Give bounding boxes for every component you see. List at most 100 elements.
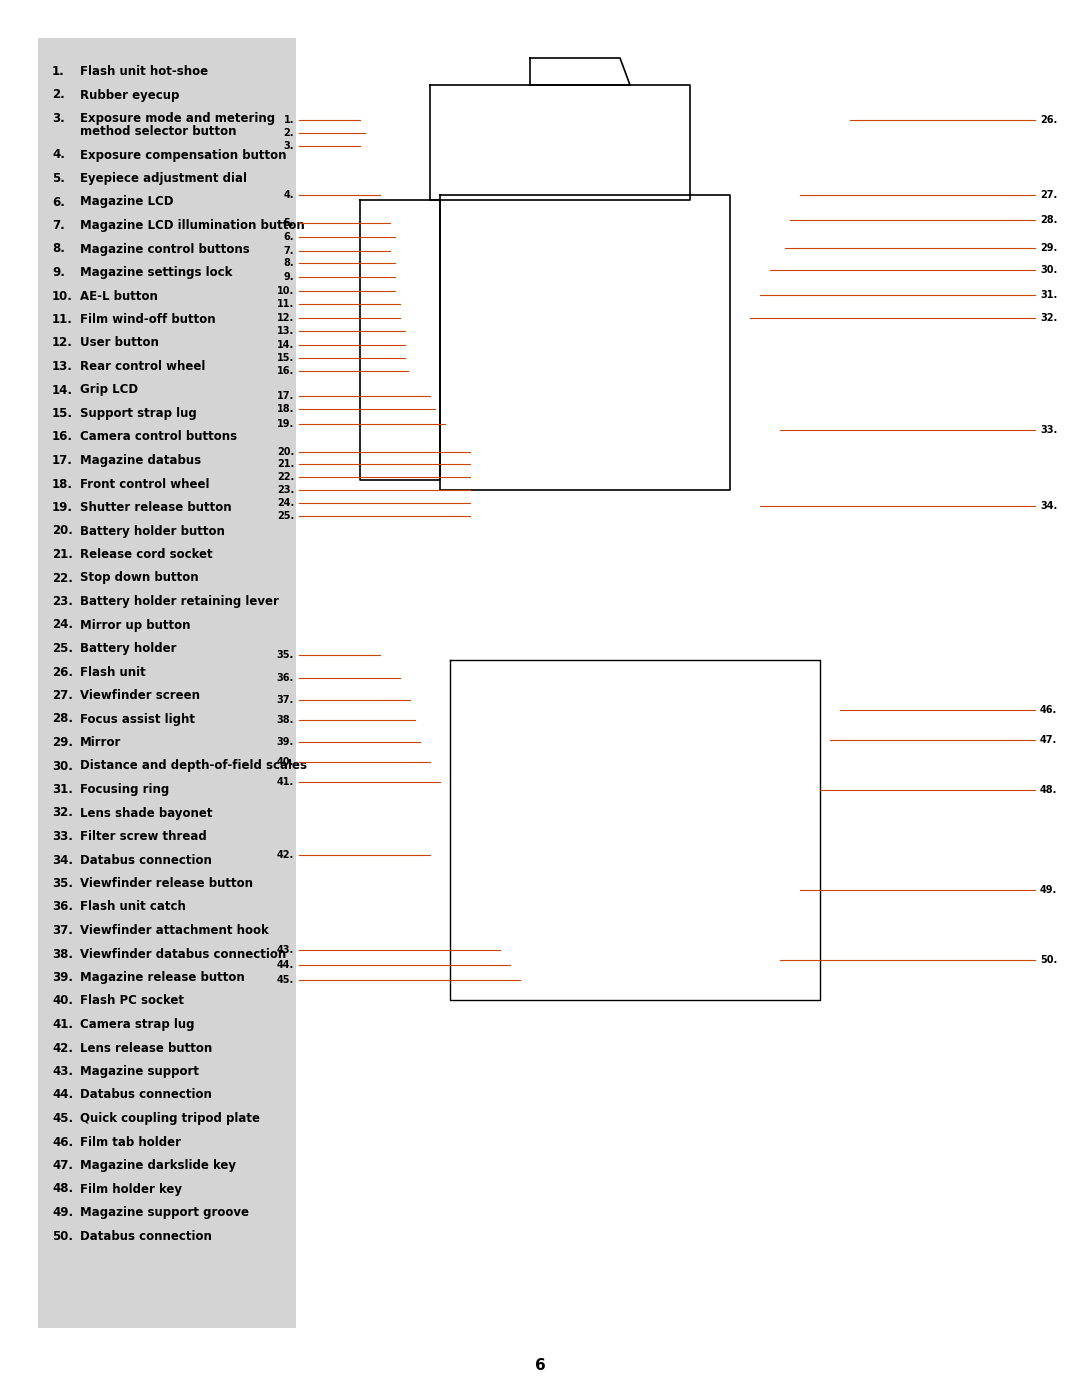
Text: Film wind-off button: Film wind-off button <box>80 313 216 326</box>
Text: 12.: 12. <box>52 337 72 350</box>
Text: Magazine support: Magazine support <box>80 1066 199 1078</box>
Text: Distance and depth-of-field scales: Distance and depth-of-field scales <box>80 759 307 773</box>
Text: Exposure mode and metering: Exposure mode and metering <box>80 111 275 125</box>
Text: 3.: 3. <box>283 141 294 150</box>
Text: 9.: 9. <box>283 272 294 281</box>
Text: Lens release button: Lens release button <box>80 1042 213 1055</box>
Text: Lens shade bayonet: Lens shade bayonet <box>80 807 213 819</box>
Text: 45.: 45. <box>276 975 294 985</box>
Text: User button: User button <box>80 337 159 350</box>
Text: Magazine support groove: Magazine support groove <box>80 1206 249 1219</box>
Text: 46.: 46. <box>52 1135 73 1148</box>
Text: 35.: 35. <box>276 651 294 660</box>
Text: 15.: 15. <box>52 407 73 421</box>
Text: 37.: 37. <box>276 695 294 705</box>
Text: Magazine LCD illumination button: Magazine LCD illumination button <box>80 219 305 233</box>
Text: Magazine darkslide key: Magazine darkslide key <box>80 1159 237 1172</box>
Text: 30.: 30. <box>52 759 72 773</box>
Text: Flash unit hot-shoe: Flash unit hot-shoe <box>80 65 208 78</box>
Text: Magazine control buttons: Magazine control buttons <box>80 242 249 255</box>
Text: 19.: 19. <box>276 419 294 429</box>
Text: 3.: 3. <box>52 111 65 125</box>
Text: 5.: 5. <box>52 171 65 185</box>
Text: 25.: 25. <box>276 511 294 521</box>
Text: 42.: 42. <box>52 1042 73 1055</box>
Text: 11.: 11. <box>52 313 72 326</box>
Text: Camera strap lug: Camera strap lug <box>80 1018 194 1031</box>
Text: 39.: 39. <box>52 971 73 983</box>
Text: Eyepiece adjustment dial: Eyepiece adjustment dial <box>80 171 247 185</box>
Text: 20.: 20. <box>52 525 72 538</box>
Text: 8.: 8. <box>283 258 294 267</box>
Text: Mirror up button: Mirror up button <box>80 618 190 631</box>
Text: 19.: 19. <box>52 501 73 514</box>
Text: Release cord socket: Release cord socket <box>80 547 213 561</box>
Text: Filter screw thread: Filter screw thread <box>80 830 206 843</box>
Text: 14.: 14. <box>52 383 73 397</box>
Text: 28.: 28. <box>52 712 73 726</box>
Text: Film holder key: Film holder key <box>80 1183 183 1195</box>
Text: 28.: 28. <box>1040 215 1057 226</box>
Text: 4.: 4. <box>52 149 65 162</box>
Text: 32.: 32. <box>52 807 72 819</box>
Text: Battery holder button: Battery holder button <box>80 525 225 538</box>
Text: 27.: 27. <box>1040 189 1057 201</box>
Text: 10.: 10. <box>276 286 294 295</box>
Text: 43.: 43. <box>52 1066 73 1078</box>
Text: 32.: 32. <box>1040 313 1057 323</box>
Text: 49.: 49. <box>52 1206 73 1219</box>
Text: 38.: 38. <box>276 715 294 724</box>
Text: 18.: 18. <box>276 404 294 414</box>
Text: 20.: 20. <box>276 447 294 457</box>
Text: 2.: 2. <box>283 128 294 138</box>
Text: Quick coupling tripod plate: Quick coupling tripod plate <box>80 1112 260 1126</box>
Text: 33.: 33. <box>1040 425 1057 435</box>
Text: 1.: 1. <box>283 116 294 125</box>
Text: 2.: 2. <box>52 89 65 102</box>
Text: 8.: 8. <box>52 242 65 255</box>
Text: 6: 6 <box>535 1358 545 1372</box>
Text: 49.: 49. <box>1040 885 1057 894</box>
Text: 29.: 29. <box>52 736 73 749</box>
Text: Front control wheel: Front control wheel <box>80 478 210 490</box>
Text: Rubber eyecup: Rubber eyecup <box>80 89 179 102</box>
Text: 48.: 48. <box>52 1183 73 1195</box>
Text: 15.: 15. <box>276 352 294 364</box>
Text: Flash unit: Flash unit <box>80 666 146 678</box>
Text: Battery holder: Battery holder <box>80 642 176 655</box>
Text: 44.: 44. <box>276 960 294 970</box>
Text: 6.: 6. <box>52 195 65 209</box>
Text: AE-L button: AE-L button <box>80 290 158 302</box>
Text: 50.: 50. <box>1040 956 1057 965</box>
Text: Databus connection: Databus connection <box>80 1088 212 1102</box>
Text: 47.: 47. <box>1040 736 1057 745</box>
Text: 48.: 48. <box>1040 786 1057 795</box>
Text: Magazine release button: Magazine release button <box>80 971 245 983</box>
Text: Flash PC socket: Flash PC socket <box>80 995 184 1007</box>
Text: Exposure compensation button: Exposure compensation button <box>80 149 286 162</box>
Text: 7.: 7. <box>283 247 294 256</box>
Text: 16.: 16. <box>52 430 73 443</box>
Text: Rear control wheel: Rear control wheel <box>80 359 205 373</box>
Text: 1.: 1. <box>52 65 65 78</box>
Text: 34.: 34. <box>1040 501 1057 511</box>
Text: 13.: 13. <box>52 359 72 373</box>
Text: Mirror: Mirror <box>80 736 121 749</box>
Text: 22.: 22. <box>276 472 294 482</box>
Text: 40.: 40. <box>276 756 294 768</box>
Text: 24.: 24. <box>52 618 73 631</box>
Text: 41.: 41. <box>276 777 294 787</box>
Text: 22.: 22. <box>52 571 72 585</box>
Text: 24.: 24. <box>276 499 294 508</box>
Text: 18.: 18. <box>52 478 73 490</box>
Text: 27.: 27. <box>52 690 72 702</box>
Text: Viewfinder release button: Viewfinder release button <box>80 878 253 890</box>
Text: 36.: 36. <box>52 900 73 914</box>
Text: 11.: 11. <box>276 299 294 309</box>
FancyBboxPatch shape <box>38 38 296 1328</box>
Text: Focus assist light: Focus assist light <box>80 712 195 726</box>
Text: Viewfinder databus connection: Viewfinder databus connection <box>80 947 286 961</box>
Text: method selector button: method selector button <box>80 125 237 138</box>
Text: 23.: 23. <box>52 595 72 607</box>
Text: 21.: 21. <box>52 547 72 561</box>
